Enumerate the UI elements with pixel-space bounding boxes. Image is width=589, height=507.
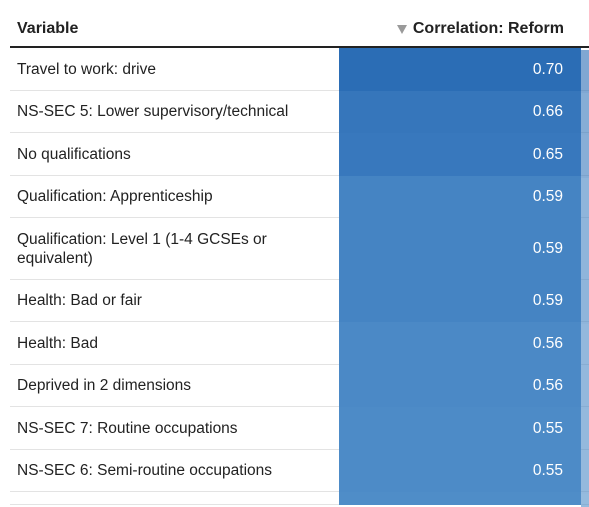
table-row[interactable]: Qualification: Apprenticeship 0.59 <box>10 176 589 218</box>
edge-cell <box>581 93 589 135</box>
correlation-value: 0.70 <box>532 60 563 78</box>
correlation-cell: 0.59 <box>339 280 581 322</box>
correlation-cell: 0.70 <box>339 48 581 91</box>
correlation-cell: 0.56 <box>339 365 581 407</box>
column-header-correlation-label: Correlation: Reform <box>412 20 564 37</box>
correlation-value: 0.55 <box>532 462 563 479</box>
table-row[interactable]: NS-SEC 6: Semi-routine occupations 0.55 <box>10 450 589 492</box>
correlation-value: 0.59 <box>532 292 563 309</box>
table-row[interactable]: NS-SEC 7: Routine occupations 0.55 <box>10 407 589 450</box>
row-variable-label: Travel to work: drive <box>17 60 156 78</box>
table-header: Variable Correlation: Reform <box>10 0 589 48</box>
table-row[interactable]: Deprived in 2 dimensions 0.56 <box>10 365 589 407</box>
row-variable-label: NS-SEC 5: Lower supervisory/technical <box>17 103 289 120</box>
correlation-value: 0.65 <box>532 145 563 163</box>
edge-cell <box>581 494 589 507</box>
row-variable-label: NS-SEC 7: Routine occupations <box>17 419 238 437</box>
edge-cell <box>581 50 589 93</box>
column-header-variable[interactable]: Variable <box>17 20 79 37</box>
correlation-cell: 0.55 <box>339 407 581 450</box>
column-header-correlation[interactable]: Correlation: Reform <box>396 20 564 38</box>
row-variable-label: Qualification: Apprenticeship <box>17 188 213 205</box>
edge-cell <box>581 409 589 452</box>
row-variable-label: Health: Bad <box>17 334 98 352</box>
correlation-value: 0.55 <box>532 419 563 437</box>
row-variable-label: No qualifications <box>17 145 131 163</box>
sort-descending-icon[interactable] <box>396 25 407 34</box>
correlation-cell: 0.59 <box>339 176 581 218</box>
row-variable-label: Health: Bad or fair <box>17 292 142 309</box>
correlation-cell: 0.66 <box>339 91 581 133</box>
table-row[interactable]: Health: Bad or fair 0.59 <box>10 280 589 322</box>
edge-cell <box>581 324 589 367</box>
correlation-value: 0.56 <box>532 334 563 352</box>
right-edge-strip <box>581 50 589 507</box>
correlation-cell: 0.56 <box>339 322 581 365</box>
correlation-table: Variable Correlation: Reform Travel to w… <box>10 0 589 505</box>
correlation-cell: 0.65 <box>339 133 581 176</box>
correlation-cell <box>339 492 581 505</box>
correlation-value: 0.59 <box>532 188 563 205</box>
table-row[interactable]: No qualifications 0.65 <box>10 133 589 176</box>
edge-cell <box>581 367 589 409</box>
correlation-value: 0.56 <box>532 377 563 394</box>
edge-cell <box>581 220 589 282</box>
table-row[interactable]: Qualification: Level 1 (1-4 GCSEs or equ… <box>10 218 589 280</box>
edge-cell <box>581 282 589 324</box>
table-body: Travel to work: drive 0.70 NS-SEC 5: Lower… <box>10 48 589 505</box>
correlation-value: 0.59 <box>532 240 563 257</box>
row-variable-label: Qualification: Level 1 (1-4 GCSEs or equ… <box>17 230 267 267</box>
correlation-value: 0.66 <box>532 103 563 120</box>
row-variable-label: Deprived in 2 dimensions <box>17 377 192 394</box>
correlation-cell: 0.59 <box>339 218 581 280</box>
edge-cell <box>581 452 589 494</box>
edge-cell <box>581 178 589 220</box>
correlation-cell: 0.55 <box>339 450 581 492</box>
table-row[interactable] <box>10 492 589 505</box>
table-row[interactable]: NS-SEC 5: Lower supervisory/technical 0.6… <box>10 91 589 133</box>
table-row[interactable]: Travel to work: drive 0.70 <box>10 48 589 91</box>
edge-cell <box>581 135 589 178</box>
row-variable-label: NS-SEC 6: Semi-routine occupations <box>17 462 273 479</box>
table-row[interactable]: Health: Bad 0.56 <box>10 322 589 365</box>
